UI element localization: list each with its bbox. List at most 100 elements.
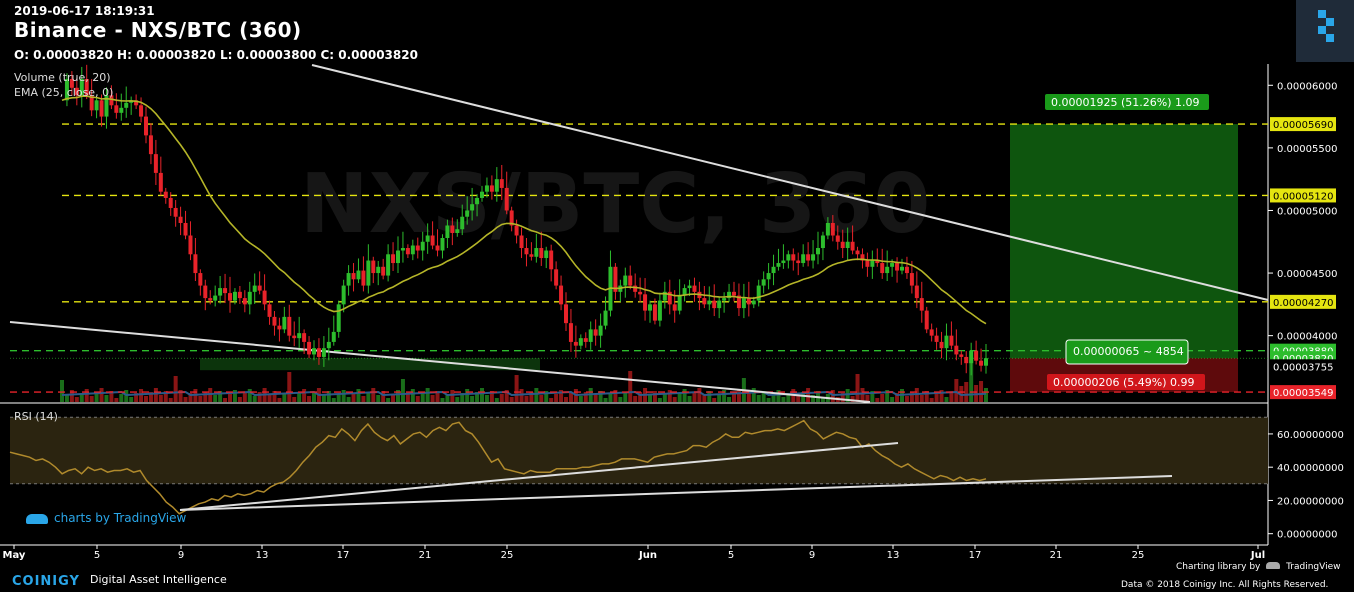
volume-bar bbox=[628, 371, 633, 402]
candle-body bbox=[455, 229, 460, 233]
target-zone bbox=[1010, 124, 1238, 359]
candle-body bbox=[766, 273, 771, 280]
volume-bar bbox=[287, 372, 292, 402]
candle-body bbox=[114, 105, 119, 113]
volume-bar bbox=[153, 388, 158, 402]
time-tick-label: May bbox=[3, 550, 26, 561]
volume-ma-line bbox=[61, 390, 987, 397]
candle-body bbox=[69, 79, 74, 88]
candle-body bbox=[262, 290, 267, 305]
candle-body bbox=[405, 248, 410, 255]
price-tick-label: 0.00005000 bbox=[1277, 206, 1337, 217]
level-label: 0.00005120 bbox=[1273, 191, 1333, 202]
level-tag bbox=[1270, 294, 1336, 309]
volume-bar bbox=[484, 395, 489, 402]
volume-bar bbox=[549, 398, 554, 402]
volume-bar bbox=[880, 394, 885, 402]
volume-bar bbox=[228, 394, 232, 402]
volume-bar bbox=[371, 388, 376, 402]
candle-body bbox=[677, 295, 682, 311]
ohlc-readout: O: 0.00003820 H: 0.00003820 L: 0.0000380… bbox=[14, 48, 418, 62]
volume-bar bbox=[386, 398, 391, 402]
volume-bar bbox=[969, 360, 974, 402]
candle-body bbox=[801, 254, 806, 264]
candle-body bbox=[203, 285, 208, 299]
candle-body bbox=[845, 241, 850, 249]
volume-bar bbox=[415, 396, 420, 402]
candle-body bbox=[99, 100, 104, 117]
position-middle-label: 0.00000065 ~ 4854 bbox=[1073, 345, 1184, 358]
coinigy-logo-icon[interactable] bbox=[1296, 0, 1354, 62]
candle-body bbox=[64, 79, 69, 101]
volume-bar bbox=[267, 395, 272, 402]
volume-bar bbox=[598, 391, 603, 402]
volume-bar bbox=[692, 392, 697, 402]
tradingview-badge[interactable]: charts by TradingView bbox=[26, 511, 186, 525]
candle-body bbox=[475, 197, 480, 205]
rsi-tick-label: 40.00000000 bbox=[1277, 463, 1344, 474]
volume-bar bbox=[603, 398, 608, 402]
candle-body bbox=[811, 254, 816, 261]
candle-body bbox=[924, 310, 929, 330]
candle-body bbox=[667, 291, 672, 305]
candle-body bbox=[287, 316, 292, 336]
candle-body bbox=[297, 333, 302, 339]
volume-bar bbox=[450, 390, 455, 402]
time-tick-label: 17 bbox=[337, 550, 350, 561]
candle-body bbox=[643, 294, 648, 311]
candle-body bbox=[840, 241, 845, 249]
candle-body bbox=[880, 263, 885, 274]
candle-body bbox=[213, 295, 218, 301]
rsi-tick-label: 20.00000000 bbox=[1277, 496, 1344, 507]
legend-volume[interactable]: Volume (true, 20) bbox=[14, 71, 111, 84]
tradingview-badge-label: charts by TradingView bbox=[54, 511, 187, 525]
volume-bar bbox=[924, 391, 929, 402]
candle-body bbox=[771, 266, 776, 274]
volume-bar bbox=[499, 394, 504, 402]
candle-body bbox=[979, 360, 984, 366]
candle-body bbox=[321, 348, 326, 357]
position-middle-box bbox=[1065, 339, 1189, 365]
resistance-trendline bbox=[311, 64, 1269, 301]
candle-body bbox=[188, 235, 193, 255]
volume-bar bbox=[158, 395, 163, 402]
volume-bar bbox=[593, 395, 598, 402]
volume-bar bbox=[667, 390, 672, 402]
support-trendline bbox=[9, 321, 871, 403]
level-tag bbox=[1270, 117, 1336, 132]
target-box bbox=[1045, 94, 1209, 110]
charting-library-credit[interactable]: Charting library by TradingView bbox=[1176, 562, 1341, 572]
candle-body bbox=[564, 304, 568, 324]
candle-body bbox=[914, 285, 919, 299]
watermark: NXS/BTC, 360 bbox=[300, 157, 930, 252]
level-label: 0.00003549 bbox=[1273, 388, 1333, 399]
candle-body bbox=[583, 338, 588, 342]
volume-bar bbox=[148, 392, 153, 402]
legend-rsi[interactable]: RSI (14) bbox=[14, 410, 58, 423]
volume-bar bbox=[746, 392, 751, 402]
candle-body bbox=[791, 254, 796, 261]
volume-bar bbox=[756, 395, 761, 402]
candle-body bbox=[974, 350, 979, 361]
volume-bar bbox=[761, 391, 766, 402]
volume-bar bbox=[712, 398, 717, 402]
candle-body bbox=[504, 187, 509, 211]
time-tick-label: Jul bbox=[1250, 550, 1265, 561]
volume-bar bbox=[331, 398, 336, 402]
rsi-tick-label: 60.00000000 bbox=[1277, 430, 1344, 441]
candle-body bbox=[400, 248, 405, 251]
candle-body bbox=[825, 222, 830, 236]
candle-body bbox=[198, 273, 203, 286]
candle-body bbox=[257, 285, 262, 291]
volume-bar bbox=[89, 396, 94, 402]
candle-body bbox=[480, 191, 484, 198]
target-label: 0.00001925 (51.26%) 1.09 bbox=[1051, 96, 1200, 109]
legend-ema[interactable]: EMA (25, close, 0) bbox=[14, 86, 114, 99]
candle-body bbox=[934, 335, 939, 342]
volume-bar bbox=[865, 395, 870, 402]
candle-body bbox=[796, 260, 801, 264]
volume-bar bbox=[435, 391, 440, 402]
volume-bar bbox=[366, 392, 371, 402]
rsi-trendline-long bbox=[179, 475, 1173, 511]
